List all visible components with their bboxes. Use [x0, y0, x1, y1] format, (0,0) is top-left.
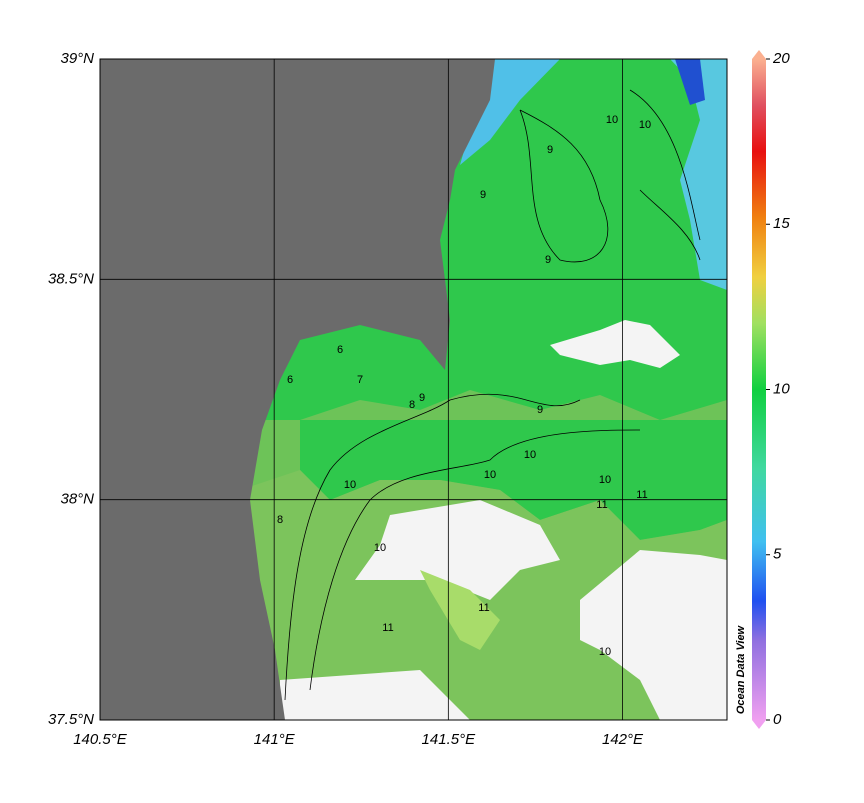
land	[100, 59, 495, 720]
contour-label: 9	[419, 392, 425, 404]
contours	[284, 89, 701, 701]
contour-label: 7	[357, 374, 363, 386]
y-tick-label: 38.5°N	[48, 270, 94, 287]
contour-label: 10	[344, 479, 356, 491]
colorbar	[752, 59, 766, 720]
colorbar-top-arrow	[752, 50, 766, 59]
watermark: Ocean Data View	[735, 624, 747, 714]
colorbar-tick-label: 20	[772, 50, 790, 67]
colorbar-bottom-arrow	[752, 720, 766, 729]
warm-patch	[420, 570, 500, 650]
colorbar-tick-label: 15	[773, 215, 790, 232]
x-tick-label: 140.5°E	[73, 731, 128, 748]
x-tick-label: 141°E	[254, 731, 296, 748]
cold-core	[675, 59, 705, 105]
contour-label: 10	[599, 474, 611, 486]
y-tick-label: 37.5°N	[48, 711, 94, 728]
x-tick-label: 141.5°E	[422, 731, 477, 748]
no-data	[580, 550, 727, 720]
no-data	[550, 320, 680, 368]
contour-label: 11	[596, 499, 607, 511]
y-tick-label: 38°N	[60, 491, 94, 508]
colorbar-tick-label: 10	[773, 380, 790, 397]
contour-label: 8	[277, 514, 283, 526]
colorbar-tick-label: 0	[773, 711, 782, 728]
contour-label: 9	[545, 254, 551, 266]
contour-label: 11	[636, 489, 647, 501]
contour-label: 10	[639, 119, 651, 131]
contour-label: 10	[524, 449, 536, 461]
contour-label: 9	[480, 189, 486, 201]
contour-label: 8	[409, 399, 415, 411]
contour-label: 10	[606, 114, 618, 126]
contour-label: 10	[599, 646, 611, 658]
no-data	[280, 670, 470, 720]
y-tick-label: 39°N	[60, 50, 94, 67]
contour-label: 9	[537, 404, 543, 416]
map-frame	[99, 58, 728, 721]
no-data	[355, 500, 560, 600]
x-tick-label: 142°E	[602, 731, 644, 748]
colorbar-tick-label: 5	[773, 546, 782, 563]
contour-label: 11	[478, 602, 489, 614]
contour-label: 9	[547, 144, 553, 156]
cold-zone	[670, 59, 727, 290]
contour-label: 11	[382, 622, 393, 634]
contour-label: 6	[337, 344, 343, 356]
contour-label: 6	[287, 374, 293, 386]
contour-label: 10	[484, 469, 496, 481]
contour-label: 10	[374, 542, 386, 554]
